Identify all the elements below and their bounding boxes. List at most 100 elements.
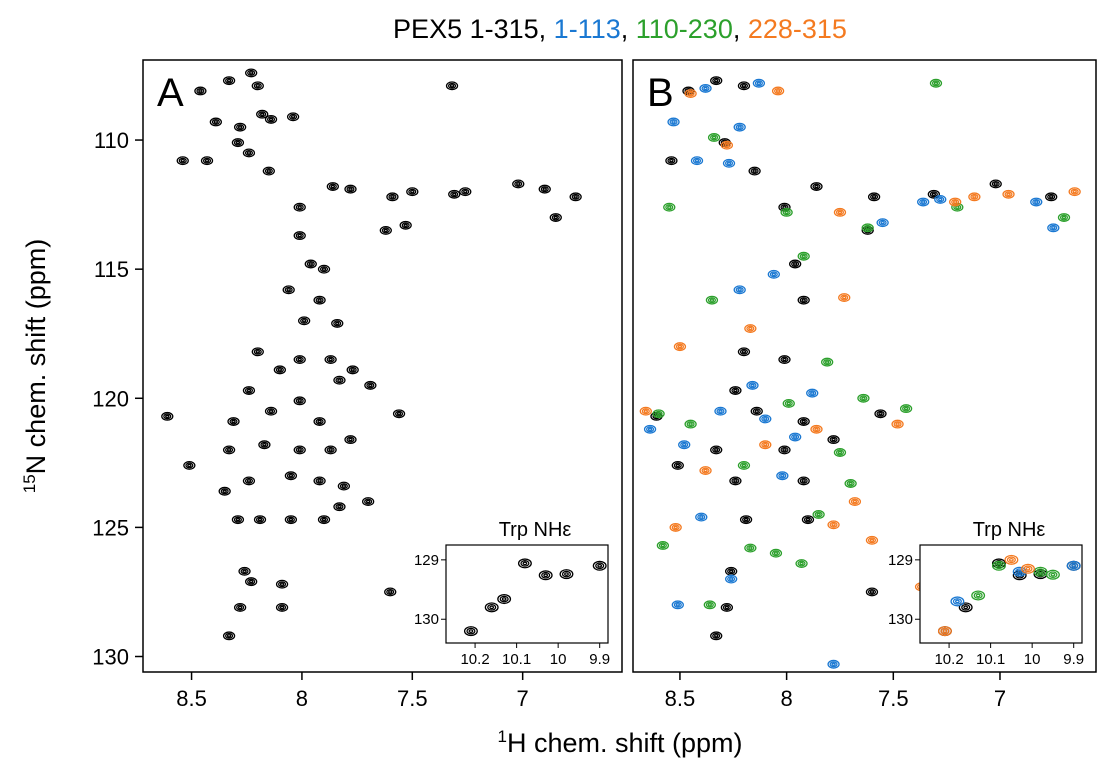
contour-ring: [699, 515, 704, 519]
contour-ring: [963, 605, 969, 610]
peak: [238, 566, 251, 576]
peak: [733, 122, 746, 132]
contour-ring: [1021, 563, 1035, 574]
contour-ring: [805, 517, 811, 522]
peak: [722, 158, 736, 168]
contour-ring: [284, 515, 298, 525]
contour-ring: [301, 319, 307, 323]
contour-ring: [335, 503, 344, 510]
peak: [782, 398, 795, 408]
peak: [1045, 569, 1060, 580]
peak: [710, 631, 723, 641]
contour-ring: [961, 604, 971, 611]
contour-ring: [319, 266, 329, 273]
peak: [656, 541, 670, 550]
contour-ring: [741, 84, 747, 88]
contour-ring: [902, 405, 911, 412]
contour-ring: [869, 590, 875, 594]
contour-ring: [448, 189, 461, 199]
contour-ring: [317, 479, 322, 483]
contour-ring: [365, 499, 371, 504]
contour-ring: [840, 294, 849, 301]
contour-ring: [180, 158, 185, 163]
contour-ring: [344, 184, 357, 194]
peak: [384, 587, 397, 597]
contour-ring: [748, 326, 753, 331]
contour-ring: [737, 125, 742, 129]
peak: [797, 251, 810, 261]
contour-ring: [220, 488, 229, 495]
contour-ring: [1025, 566, 1031, 571]
contour-ring: [1051, 226, 1056, 230]
contour-ring: [643, 424, 657, 434]
contour-ring: [940, 627, 950, 635]
contour-ring: [257, 517, 263, 522]
contour-ring: [341, 484, 347, 488]
contour-ring: [346, 186, 355, 193]
peak: [1047, 223, 1060, 233]
contour-ring: [1047, 193, 1056, 200]
contour-ring: [245, 577, 258, 587]
peak: [497, 594, 512, 605]
contour-ring: [571, 193, 580, 200]
contour-ring: [821, 357, 834, 367]
contour-ring: [262, 443, 267, 447]
contour-ring: [231, 138, 245, 148]
contour-ring: [710, 76, 723, 86]
x-label-sup: 1: [497, 727, 506, 746]
contour-ring: [260, 441, 269, 448]
contour-ring: [920, 200, 926, 204]
contour-ring: [778, 355, 791, 364]
peak: [991, 560, 1006, 571]
contour-ring: [295, 356, 304, 363]
contour-ring: [950, 596, 965, 607]
contour-ring: [671, 120, 676, 124]
contour-ring: [288, 474, 294, 478]
contour-ring: [929, 78, 943, 88]
contour-ring: [1035, 570, 1046, 578]
contour-ring: [317, 298, 322, 302]
peak: [209, 117, 222, 127]
peak: [161, 411, 174, 421]
contour-ring: [848, 481, 853, 486]
contour-ring: [225, 77, 234, 84]
contour-ring: [226, 78, 232, 83]
contour-ring: [253, 348, 262, 355]
contour-ring: [727, 568, 736, 575]
peak: [971, 590, 986, 601]
x-tick-label: 7: [517, 686, 529, 711]
contour-ring: [295, 397, 304, 404]
peak: [797, 295, 810, 305]
contour-ring: [671, 524, 680, 531]
contour-ring: [791, 434, 800, 441]
contour-ring: [684, 419, 697, 429]
contour-ring: [823, 359, 832, 366]
contour-ring: [917, 197, 930, 207]
contour-ring: [293, 396, 306, 406]
contour-ring: [814, 184, 819, 189]
contour-ring: [1004, 554, 1019, 565]
peak: [227, 417, 240, 426]
contour-ring: [275, 366, 284, 373]
contour-ring: [919, 199, 928, 206]
contour-ring: [880, 220, 885, 225]
peak: [750, 406, 763, 416]
contour-ring: [313, 417, 326, 426]
contour-ring: [410, 189, 415, 194]
contour-ring: [893, 421, 902, 428]
contour-ring: [816, 512, 821, 517]
contour-ring: [293, 202, 306, 212]
contour-ring: [1008, 557, 1014, 562]
x-tick-label: 8: [296, 686, 308, 711]
contour-ring: [383, 228, 389, 233]
contour-ring: [931, 80, 941, 87]
contour-ring: [304, 259, 317, 269]
peak: [927, 189, 940, 199]
contour-ring: [236, 604, 245, 611]
contour-ring: [268, 117, 274, 122]
contour-ring: [782, 209, 791, 216]
peak: [293, 396, 306, 406]
y-tick-label: 110: [94, 128, 129, 153]
peak: [194, 86, 207, 96]
contour-ring: [1045, 192, 1058, 202]
